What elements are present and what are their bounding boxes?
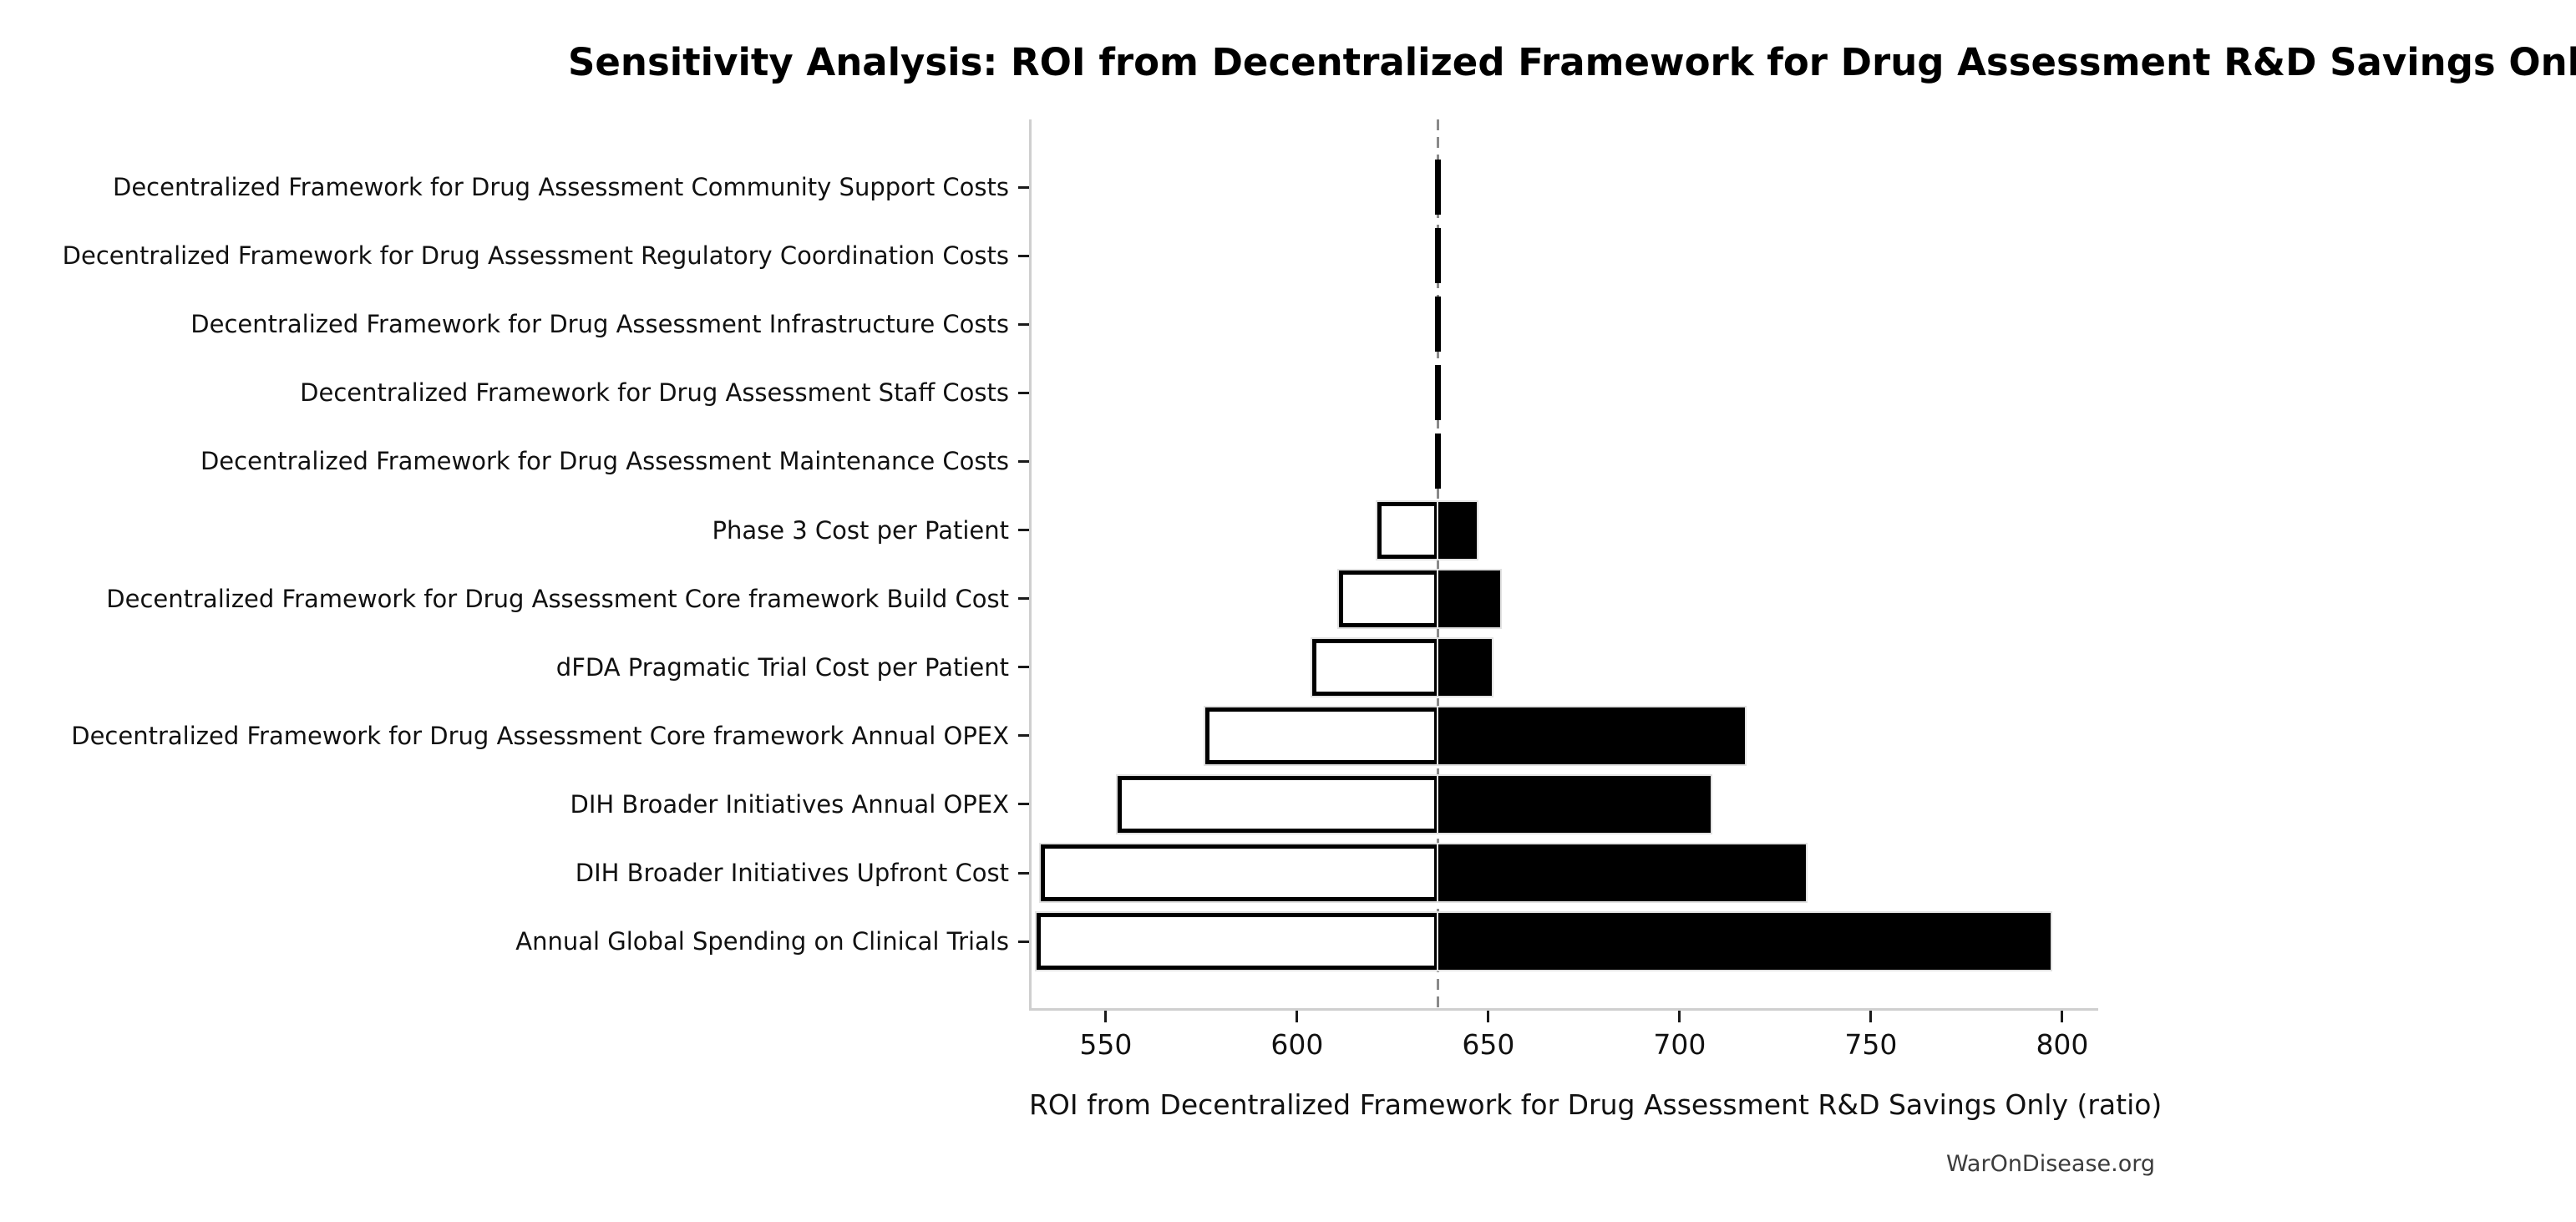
bar-high-estimate — [1438, 844, 1807, 901]
x-tick-label: 600 — [1270, 1028, 1324, 1061]
y-axis-label: Decentralized Framework for Drug Assessm… — [113, 173, 1009, 201]
watermark-text: WarOnDisease.org — [1945, 1151, 2155, 1177]
bar-high-estimate — [1438, 913, 2051, 971]
x-tick-mark — [1487, 1011, 1490, 1022]
y-axis-label: Decentralized Framework for Drug Assessm… — [190, 310, 1009, 339]
y-axis-label: Decentralized Framework for Drug Assessm… — [300, 378, 1009, 408]
bar-high-estimate — [1438, 501, 1478, 559]
y-tick-mark — [1018, 529, 1029, 531]
bar-low-estimate — [1339, 570, 1438, 627]
x-tick-label: 800 — [2036, 1028, 2089, 1061]
bar-range-sliver — [1435, 434, 1442, 489]
bar-range-sliver — [1435, 365, 1442, 421]
y-tick-mark — [1018, 734, 1029, 738]
y-tick-mark — [1018, 185, 1029, 189]
y-axis-label: Decentralized Framework for Drug Assessm… — [62, 241, 1009, 271]
bar-low-estimate — [1377, 501, 1438, 559]
bar-low-estimate — [1312, 638, 1438, 696]
y-tick-mark — [1018, 391, 1029, 394]
bar-high-estimate — [1438, 638, 1493, 696]
x-tick-label: 700 — [1653, 1028, 1706, 1061]
x-tick-mark — [1104, 1011, 1108, 1022]
plot-area: 550 600 650 700 750 800 — [1018, 119, 2098, 1061]
y-axis-label: Decentralized Framework for Drug Assessm… — [71, 721, 1009, 750]
x-tick-mark — [1678, 1011, 1681, 1022]
y-tick-mark — [1018, 254, 1029, 257]
bar-low-estimate — [1204, 707, 1438, 764]
x-tick-mark — [1869, 1011, 1873, 1022]
y-axis-labels: Decentralized Framework for Drug Assessm… — [0, 119, 1009, 1008]
y-axis-label: DIH Broader Initiatives Annual OPEX — [570, 789, 1009, 819]
x-axis-title: ROI from Decentralized Framework for Dru… — [1029, 1088, 2163, 1121]
bar-range-sliver — [1435, 228, 1442, 284]
y-tick-mark — [1018, 459, 1029, 463]
x-tick-mark — [1296, 1011, 1299, 1022]
bar-high-estimate — [1438, 570, 1500, 627]
y-tick-mark — [1018, 803, 1029, 806]
x-tick-label: 550 — [1079, 1028, 1133, 1061]
x-tick-mark — [2061, 1011, 2064, 1022]
bar-range-sliver — [1435, 160, 1442, 215]
x-tick-label: 750 — [1844, 1028, 1898, 1061]
bar-low-estimate — [1037, 913, 1438, 971]
y-axis-label: Decentralized Framework for Drug Assessm… — [200, 447, 1009, 476]
y-tick-mark — [1018, 940, 1029, 943]
y-tick-mark — [1018, 322, 1029, 326]
bar-high-estimate — [1438, 707, 1745, 764]
y-tick-mark — [1018, 871, 1029, 875]
y-axis-label: DIH Broader Initiatives Upfront Cost — [575, 859, 1009, 887]
y-axis-label: Annual Global Spending on Clinical Trial… — [515, 927, 1009, 956]
y-axis-label: dFDA Pragmatic Trial Cost per Patient — [555, 652, 1009, 682]
y-tick-mark — [1018, 597, 1029, 601]
baseline-dashed-line — [1437, 119, 1440, 1008]
y-axis-label: Decentralized Framework for Drug Assessm… — [106, 584, 1009, 613]
bar-range-sliver — [1435, 297, 1442, 352]
y-tick-mark — [1018, 666, 1029, 669]
bar-low-estimate — [1117, 775, 1438, 833]
x-tick-label: 650 — [1462, 1028, 1515, 1061]
bar-low-estimate — [1040, 844, 1438, 901]
bar-high-estimate — [1438, 775, 1711, 833]
y-axis-label: Phase 3 Cost per Patient — [712, 515, 1009, 545]
chart-title: Sensitivity Analysis: ROI from Decentral… — [568, 40, 2576, 84]
